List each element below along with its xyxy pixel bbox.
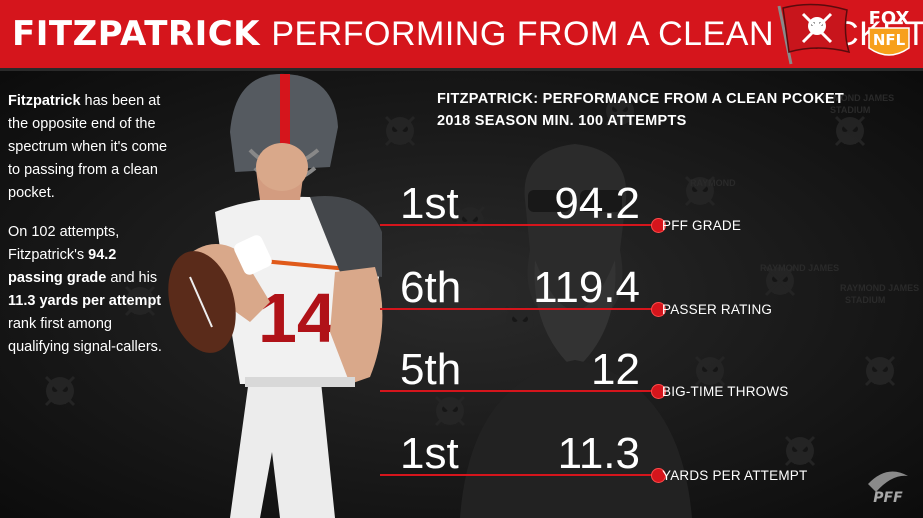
stat-rank: 5th: [400, 345, 462, 394]
stat-row-yards-per-attempt: 1st 11.3 YARDS PER ATTEMPT: [0, 428, 923, 508]
chart-title-line-1: FITZPATRICK: PERFORMANCE FROM A CLEAN PC…: [437, 91, 845, 107]
stat-divider-line: [380, 224, 656, 226]
stat-divider-line: [380, 474, 656, 476]
stat-row-pff-grade: 1st 94.2 PFF GRADE: [0, 178, 923, 258]
fox-logo-text: FOX: [869, 8, 910, 29]
background-pattern: RAYMOND JAMES STADIUM RAYMOND JAMES STAD…: [0, 71, 923, 518]
svg-text:STADIUM: STADIUM: [830, 105, 870, 115]
svg-text:RAYMOND JAMES: RAYMOND JAMES: [760, 263, 839, 273]
stat-marker-dot: [651, 468, 666, 483]
svg-text:RAYMOND JAMES: RAYMOND JAMES: [840, 283, 919, 293]
description-text-2c: and his: [106, 270, 158, 286]
stat-row-big-time-throws: 5th 12 BIG-TIME THROWS: [0, 344, 923, 424]
stat-label: PASSER RATING: [662, 302, 773, 317]
header-bar: [0, 0, 923, 68]
stat-value: 11.3: [557, 429, 640, 478]
fox-nfl-logo: FOX NFL: [868, 8, 910, 56]
pff-logo: PFF: [868, 471, 908, 506]
stat-divider-line: [380, 390, 656, 392]
description-text: Fitzpatrick has been at the opposite end…: [8, 90, 173, 375]
quarterback-photo: 14: [168, 73, 383, 518]
stat-label: BIG-TIME THROWS: [662, 384, 789, 399]
nfl-logo-text: NFL: [873, 31, 906, 49]
description-bold-name: Fitzpatrick: [8, 93, 81, 109]
stat-rank: 1st: [400, 429, 459, 478]
svg-text:RAYMOND JAMES: RAYMOND JAMES: [815, 93, 894, 103]
svg-text:RAYMOND: RAYMOND: [690, 178, 736, 188]
stat-value: 94.2: [554, 179, 640, 228]
svg-text:14: 14: [258, 279, 336, 357]
buccaneers-flag-logo: [777, 3, 851, 65]
stat-value: 12: [591, 345, 640, 394]
title-name: FITZPATRICK: [12, 14, 261, 54]
description-bold-ypa: 11.3 yards per attempt: [8, 293, 162, 309]
stat-rank: 6th: [400, 263, 462, 312]
description-paragraph-2: On 102 attempts, Fitzpatrick's 94.2 pass…: [8, 221, 173, 359]
stat-marker-dot: [651, 302, 666, 317]
stat-row-passer-rating: 6th 119.4 PASSER RATING: [0, 262, 923, 342]
stat-divider-line: [380, 308, 656, 310]
stat-rank: 1st: [400, 179, 459, 228]
svg-text:STADIUM: STADIUM: [845, 295, 885, 305]
description-text-2e: rank first among qualifying signal-calle…: [8, 316, 162, 355]
chart-title: FITZPATRICK: PERFORMANCE FROM A CLEAN PC…: [437, 88, 844, 132]
header-divider: [0, 68, 923, 71]
description-bold-grade: 94.2 passing grade: [8, 247, 117, 286]
description-text-1: has been at the opposite end of the spec…: [8, 93, 168, 201]
stat-value: 119.4: [533, 263, 640, 312]
description-paragraph-1: Fitzpatrick has been at the opposite end…: [8, 90, 173, 205]
stat-label: PFF GRADE: [662, 218, 742, 233]
background-person-silhouette: [460, 144, 692, 518]
pff-logo-text: PFF: [873, 490, 903, 506]
stat-marker-dot: [651, 384, 666, 399]
stat-marker-dot: [651, 218, 666, 233]
stat-label: YARDS PER ATTEMPT: [662, 468, 808, 483]
chart-title-line-2: 2018 SEASON MIN. 100 ATTEMPTS: [437, 113, 687, 129]
description-text-2a: On 102 attempts, Fitzpatrick's: [8, 224, 120, 263]
